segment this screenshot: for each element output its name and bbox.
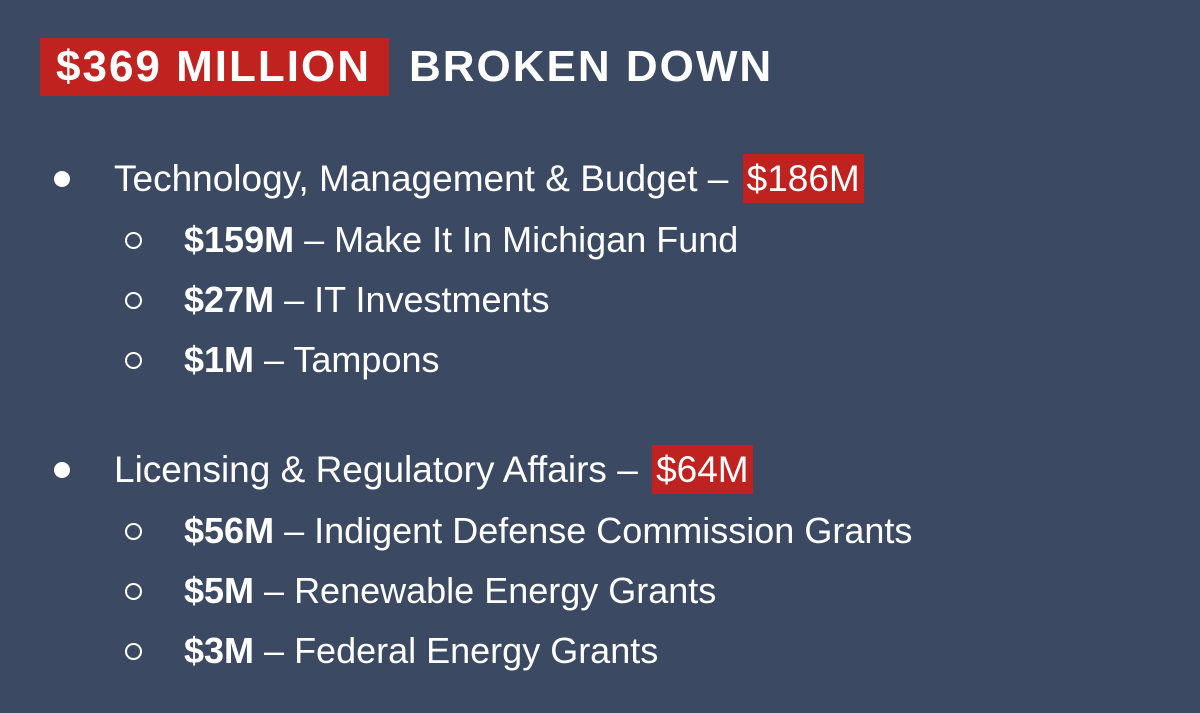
hollow-bullet-icon <box>125 523 142 540</box>
hollow-bullet-icon <box>125 232 142 249</box>
list-item: $1M – Tampons <box>0 330 1200 390</box>
list-item-text: $1M – Tampons <box>184 339 439 381</box>
section-licensing-regulatory-affairs: Licensing & Regulatory Affairs – $64M $5… <box>0 441 1200 681</box>
slide-title: $369 MILLION BROKEN DOWN <box>40 38 773 96</box>
section-technology-management-budget: Technology, Management & Budget – $186M … <box>0 150 1200 390</box>
title-rest: BROKEN DOWN <box>408 42 774 91</box>
list-item-text: $159M – Make It In Michigan Fund <box>184 219 738 261</box>
section-heading: Licensing & Regulatory Affairs – $64M <box>0 441 1200 499</box>
item-amount: $159M <box>184 219 295 260</box>
item-amount: $3M <box>184 630 255 671</box>
item-amount: $27M <box>184 279 275 320</box>
list-item-text: $27M – IT Investments <box>184 279 550 321</box>
list-item: $27M – IT Investments <box>0 270 1200 330</box>
item-amount: $1M <box>184 339 255 380</box>
bullet-dot-icon <box>54 462 70 478</box>
section-heading-text: Licensing & Regulatory Affairs – $64M <box>114 445 753 494</box>
hollow-bullet-icon <box>125 643 142 660</box>
item-amount: $5M <box>184 570 255 611</box>
list-item-text: $3M – Federal Energy Grants <box>184 630 658 672</box>
list-item-text: $56M – Indigent Defense Commission Grant… <box>184 510 912 552</box>
item-separator: – <box>254 630 295 671</box>
hollow-bullet-icon <box>125 583 142 600</box>
item-description: Federal Energy Grants <box>294 630 659 671</box>
item-description: Indigent Defense Commission Grants <box>314 510 913 551</box>
section-amount: $64M <box>652 445 753 494</box>
section-label: Technology, Management & Budget – <box>114 158 739 199</box>
item-description: Tampons <box>293 339 440 380</box>
hollow-bullet-icon <box>125 292 142 309</box>
list-item: $5M – Renewable Energy Grants <box>0 561 1200 621</box>
item-separator: – <box>274 279 315 320</box>
section-amount: $186M <box>742 154 864 203</box>
item-description: IT Investments <box>314 279 550 320</box>
item-amount: $56M <box>184 510 275 551</box>
list-item-text: $5M – Renewable Energy Grants <box>184 570 716 612</box>
section-heading: Technology, Management & Budget – $186M <box>0 150 1200 208</box>
item-separator: – <box>294 219 335 260</box>
sub-list: $56M – Indigent Defense Commission Grant… <box>0 501 1200 681</box>
section-heading-text: Technology, Management & Budget – $186M <box>114 154 864 203</box>
item-description: Make It In Michigan Fund <box>334 219 739 260</box>
sub-list: $159M – Make It In Michigan Fund $27M – … <box>0 210 1200 390</box>
item-separator: – <box>274 510 315 551</box>
hollow-bullet-icon <box>125 352 142 369</box>
list-item: $3M – Federal Energy Grants <box>0 621 1200 681</box>
bullet-dot-icon <box>54 171 70 187</box>
item-separator: – <box>254 570 295 611</box>
item-separator: – <box>254 339 294 380</box>
list-item: $56M – Indigent Defense Commission Grant… <box>0 501 1200 561</box>
title-highlight: $369 MILLION <box>40 38 389 96</box>
list-item: $159M – Make It In Michigan Fund <box>0 210 1200 270</box>
section-label: Licensing & Regulatory Affairs – <box>114 449 649 490</box>
item-description: Renewable Energy Grants <box>294 570 717 611</box>
